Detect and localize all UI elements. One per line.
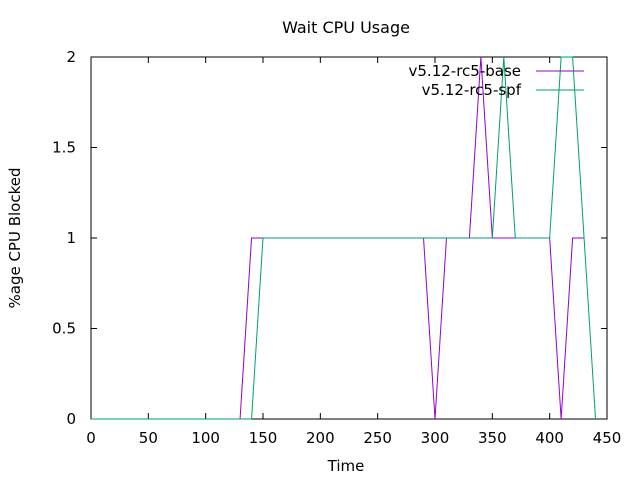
y-tick-label: 1 bbox=[66, 229, 76, 247]
plot-area: 0 50 100 150 200 250 300 350 400 450 0 0.5 1 1.5 2 bbox=[52, 48, 621, 447]
y-tick-label: 1.5 bbox=[52, 139, 76, 157]
legend-label-2: v5.12-rc5-spf bbox=[422, 81, 522, 99]
y-axis-label: %age CPU Blocked bbox=[6, 167, 24, 308]
x-tick-label: 200 bbox=[306, 429, 335, 447]
y-tick-label: 0.5 bbox=[52, 320, 76, 338]
x-tick-label: 50 bbox=[139, 429, 158, 447]
x-axis-label: Time bbox=[327, 457, 365, 475]
x-tick-label: 300 bbox=[421, 429, 450, 447]
x-tick-label: 250 bbox=[363, 429, 392, 447]
chart-title: Wait CPU Usage bbox=[282, 18, 410, 37]
x-tick-label: 100 bbox=[191, 429, 220, 447]
legend-label-1: v5.12-rc5-base bbox=[409, 62, 522, 80]
y-tick-label: 0 bbox=[66, 410, 76, 428]
x-tick-label: 150 bbox=[249, 429, 278, 447]
x-tick-label: 450 bbox=[593, 429, 622, 447]
series-line-2 bbox=[91, 56, 597, 420]
x-tick-label: 0 bbox=[86, 429, 96, 447]
y-tick-label: 2 bbox=[66, 48, 76, 66]
x-tick-label: 400 bbox=[535, 429, 564, 447]
x-tick-label: 350 bbox=[478, 429, 507, 447]
